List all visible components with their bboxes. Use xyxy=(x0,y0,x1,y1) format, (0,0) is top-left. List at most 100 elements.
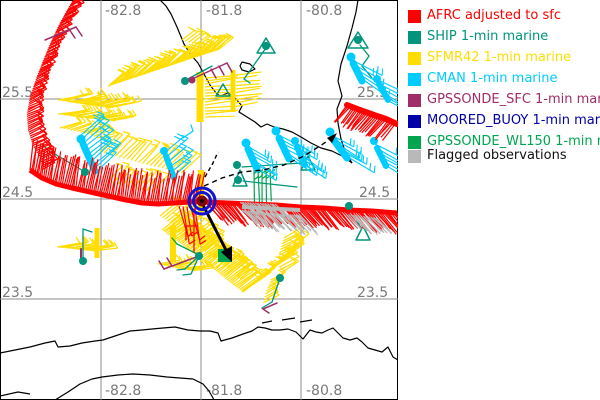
legend-item-cman: CMAN 1-min marine xyxy=(408,72,557,86)
barb-field-cman-barbs xyxy=(246,145,278,181)
cman-streak xyxy=(79,140,99,175)
cman-single-barb xyxy=(182,130,194,139)
legend-label-afrc: AFRC adjusted to sfc xyxy=(427,8,561,23)
cman-station-dot xyxy=(241,138,251,148)
axis-label-top: -82.8 xyxy=(105,3,141,19)
legend-swatch-sfmr42 xyxy=(408,51,421,65)
legend-item-gpssonde-wl150: GPSSONDE_WL150 1-min mar xyxy=(408,135,600,149)
legend-label-ship: SHIP 1-min marine xyxy=(427,29,549,44)
barb-field-afrc-track-nw xyxy=(26,0,85,170)
cman-station-dot xyxy=(291,137,299,145)
barb-field-sfmr-fan-east-bar1 xyxy=(204,74,240,118)
cman-station-dot xyxy=(346,52,356,62)
gpssonde-sfc-dot xyxy=(188,76,196,84)
legend-item-afrc: AFRC adjusted to sfc xyxy=(408,9,561,23)
afrc-spine-ne xyxy=(344,102,400,127)
coastline-cuba-north-coast xyxy=(0,326,399,361)
gpssonde-sfc-barb-tick xyxy=(158,260,165,270)
barb-field-afrc-band-west xyxy=(29,139,206,205)
barb-field-afrc-band-ne xyxy=(333,104,397,141)
legend-swatch-moored-buoy xyxy=(408,114,421,128)
wl150-line xyxy=(176,243,200,256)
cman-station-dot xyxy=(76,134,86,144)
ship-station-dot xyxy=(181,77,189,85)
axis-label-left: 23.5 xyxy=(2,285,33,301)
storm-center-ring xyxy=(192,191,212,211)
legend: AFRC adjusted to sfc SHIP 1-min marine SFM… xyxy=(398,0,600,400)
legend-label-sfmr42: SFMR42 1-min marine xyxy=(427,50,572,65)
afrc-spine-west xyxy=(28,167,200,207)
ship-station-dot xyxy=(354,36,362,44)
gpssonde-sfc-barb xyxy=(44,26,77,41)
barb-field-flagged-band-main xyxy=(241,209,319,236)
cman-streak xyxy=(244,145,261,173)
barb-field-sfmr-rows-west-3 xyxy=(59,116,119,141)
legend-item-flagged: Flagged observations xyxy=(408,149,567,163)
cman-single-barb-tick xyxy=(190,124,194,132)
cman-station-dot xyxy=(271,126,281,136)
coastline-cuba-islet-2 xyxy=(299,319,313,323)
ship-station-dot xyxy=(345,202,353,210)
cman-station-dot xyxy=(325,127,335,137)
ship-triangle xyxy=(215,83,231,97)
ship-line xyxy=(241,162,302,168)
ship-line-tick xyxy=(82,228,93,233)
legend-label-cman: CMAN 1-min marine xyxy=(427,71,558,86)
gpssonde-sfc-barb xyxy=(163,255,200,270)
ship-station-dot xyxy=(81,168,89,176)
wl150-line-tick xyxy=(171,237,178,245)
barb-field-cman-barbs xyxy=(351,59,391,98)
axis-label-bottom: -82.8 xyxy=(105,383,141,399)
ship-triangle xyxy=(355,225,371,241)
legend-swatch-ship xyxy=(408,30,421,44)
legend-label-gpssonde-sfc: GPSSONDE_SFC 1-min marine xyxy=(427,92,600,107)
barb-field-flagged-band-east xyxy=(345,213,393,236)
barb-field-sfmr-track-nw-diagonal xyxy=(107,32,234,87)
storm-center-ring xyxy=(187,186,217,216)
barb-field-cman-barbs xyxy=(330,134,376,174)
gpssonde-sfc-barb-tick xyxy=(68,28,76,39)
legend-label-flagged: Flagged observations xyxy=(427,148,567,163)
legend-swatch-cman xyxy=(408,72,421,86)
dashed-arrowhead xyxy=(327,133,337,143)
barb-field-sfmr-rows-west-1 xyxy=(57,87,142,109)
cman-streak xyxy=(374,145,389,169)
coastline-florida-south-and-keys xyxy=(219,92,353,164)
axis-label-bottom: -80.8 xyxy=(306,383,342,399)
ship-station-dot xyxy=(79,257,87,265)
gpssonde-sfc-hook xyxy=(261,302,278,314)
legend-label-gpssonde-wl150: GPSSONDE_WL150 1-min mar xyxy=(427,134,600,149)
axis-label-right: 23.5 xyxy=(357,285,388,301)
coastline-coast-bottom-left xyxy=(0,391,31,397)
track-annotation-dashed-short xyxy=(204,151,219,178)
coastline-cuba-south-coast xyxy=(54,373,215,400)
ship-line xyxy=(271,277,281,303)
barb-field-cman-barbs-center xyxy=(163,133,194,177)
ship-line-tick xyxy=(182,273,192,276)
gpssonde-sfc-barb-tick xyxy=(226,62,233,73)
ship-station-dot xyxy=(234,176,242,184)
ship-triangle xyxy=(347,31,369,49)
barb-field-sfmr-fan-east-bar2 xyxy=(235,71,263,108)
legend-item-moored-buoy: MOORED_BUOY 1-min marine xyxy=(408,114,600,128)
coastline-cuba-islet-3 xyxy=(261,320,273,324)
gpssonde-sfc-barb-tick xyxy=(210,68,217,79)
ship-line-tick xyxy=(243,78,251,84)
storm-motion-arrowhead xyxy=(221,246,232,262)
legend-item-gpssonde-sfc: GPSSONDE_SFC 1-min marine xyxy=(408,93,600,107)
ship-station-dot xyxy=(233,161,241,169)
axis-label-top: -81.8 xyxy=(206,3,242,19)
cman-station-dot xyxy=(373,75,381,83)
ship-station-dot xyxy=(276,274,284,282)
cman-station-dot xyxy=(160,147,168,155)
legend-label-moored-buoy: MOORED_BUOY 1-min marine xyxy=(427,113,600,128)
legend-item-ship: SHIP 1-min marine xyxy=(408,30,548,44)
gpssonde-sfc-barb-tick xyxy=(218,65,225,76)
cman-streak xyxy=(163,153,177,181)
storm-center-dot xyxy=(200,199,204,203)
axis-label-left: 24.5 xyxy=(2,185,33,201)
ship-station-dot xyxy=(195,252,203,260)
axis-label-right: 24.5 xyxy=(359,185,390,201)
